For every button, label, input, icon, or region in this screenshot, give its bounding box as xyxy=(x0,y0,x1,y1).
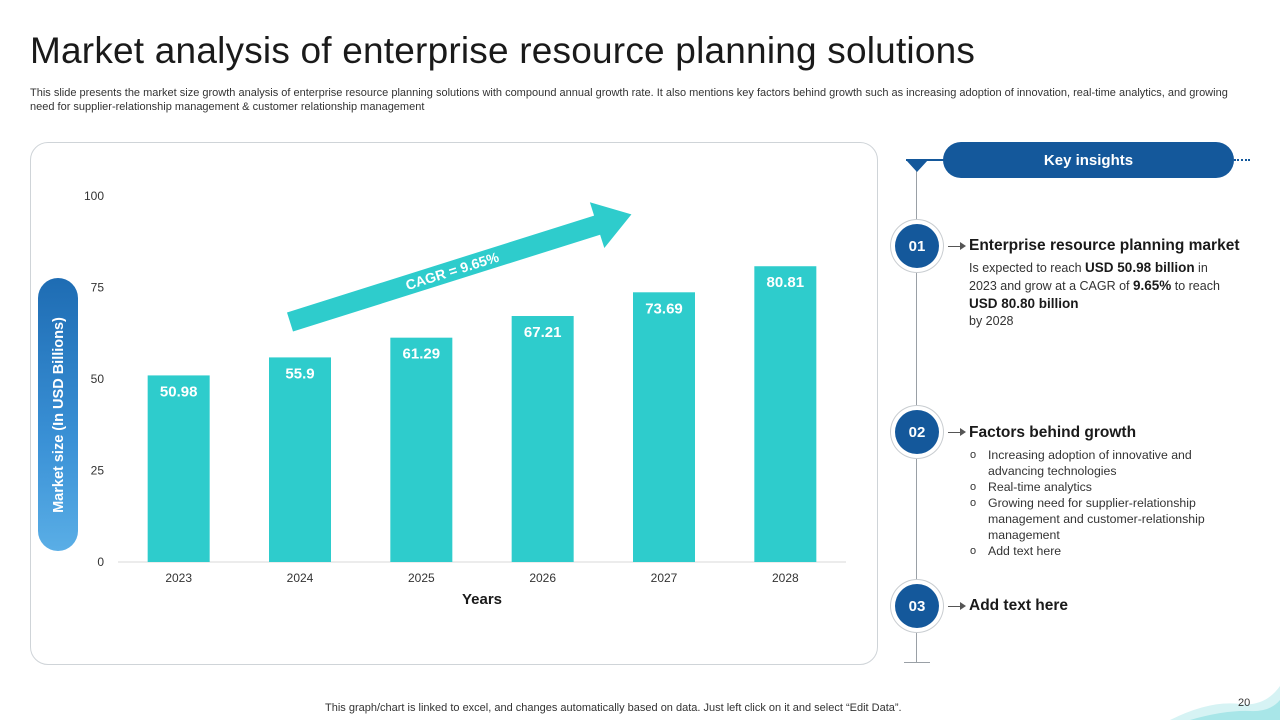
bar[interactable] xyxy=(269,357,331,562)
y-tick-label: 50 xyxy=(91,372,105,386)
x-tick-label: 2023 xyxy=(165,571,192,585)
corner-wave-decoration xyxy=(1170,686,1280,720)
x-tick-label: 2024 xyxy=(287,571,314,585)
x-axis-title: Years xyxy=(462,591,502,608)
insight-arrow-03 xyxy=(948,606,962,607)
y-tick-label: 25 xyxy=(91,464,105,478)
bar-chart[interactable]: 0 25 50 75 100 50.98 2023 55.9 2024 61.29 2025 67.2… xyxy=(0,0,880,680)
bar-data-label: 50.98 xyxy=(160,383,198,400)
key-insights-header: Key insights xyxy=(943,142,1234,178)
cagr-annotation: CAGR = 9.65% xyxy=(404,249,502,294)
slide-subtitle: This slide presents the market size grow… xyxy=(30,87,1228,113)
insight-number-02: 02 xyxy=(895,410,939,454)
insight-body-01: Is expected to reach USD 50.98 billion i… xyxy=(969,260,1220,328)
bar-data-label: 55.9 xyxy=(285,365,314,382)
key-insights-tail xyxy=(1234,159,1250,161)
x-tick-label: 2026 xyxy=(529,571,556,585)
list-item: Increasing adoption of innovative and ad… xyxy=(969,447,1214,479)
insight-arrow-02 xyxy=(948,432,962,433)
insight-number-01: 01 xyxy=(895,224,939,268)
bar-data-label: 61.29 xyxy=(403,346,441,363)
list-item: Real-time analytics xyxy=(969,479,1214,495)
timeline-top-triangle xyxy=(906,160,928,172)
insight-heading-01: Enterprise resource planning market xyxy=(969,237,1240,254)
arrow-right-icon xyxy=(960,428,966,436)
bar[interactable] xyxy=(754,266,817,562)
footer-note: This graph/chart is linked to excel, and… xyxy=(325,702,902,714)
bar-data-label: 80.81 xyxy=(767,274,805,291)
insight-number-03: 03 xyxy=(895,584,939,628)
insight-arrow-01 xyxy=(948,246,962,247)
y-tick-label: 0 xyxy=(97,555,104,569)
bar-data-label: 67.21 xyxy=(524,324,562,341)
list-item: Growing need for supplier-relationship m… xyxy=(969,495,1214,543)
timeline-bottom-cap xyxy=(904,662,930,663)
growth-factors-list: Increasing adoption of innovative and ad… xyxy=(969,447,1214,559)
insight-heading-02: Factors behind growth xyxy=(969,424,1137,441)
y-axis-label: Market size (In USD Billions) xyxy=(51,317,67,513)
y-tick-label: 100 xyxy=(84,189,104,203)
bar[interactable] xyxy=(147,375,210,562)
arrow-right-icon xyxy=(960,242,966,250)
bar-data-label: 73.69 xyxy=(645,300,683,317)
x-tick-label: 2025 xyxy=(408,571,435,585)
page-number: 20 xyxy=(1238,697,1251,709)
cagr-arrow: CAGR = 9.65% xyxy=(286,202,632,332)
x-tick-label: 2027 xyxy=(651,571,678,585)
list-item: Add text here xyxy=(969,543,1214,559)
bar[interactable] xyxy=(633,292,695,562)
bar[interactable] xyxy=(390,337,453,562)
y-tick-label: 75 xyxy=(91,281,105,295)
slide-title: Market analysis of enterprise resource p… xyxy=(30,30,976,71)
bar[interactable] xyxy=(511,316,574,562)
arrow-right-icon xyxy=(286,202,632,332)
arrow-right-icon xyxy=(960,602,966,610)
x-tick-label: 2028 xyxy=(772,571,799,585)
insight-heading-03: Add text here xyxy=(969,597,1069,614)
y-axis-label-pill xyxy=(38,278,78,551)
